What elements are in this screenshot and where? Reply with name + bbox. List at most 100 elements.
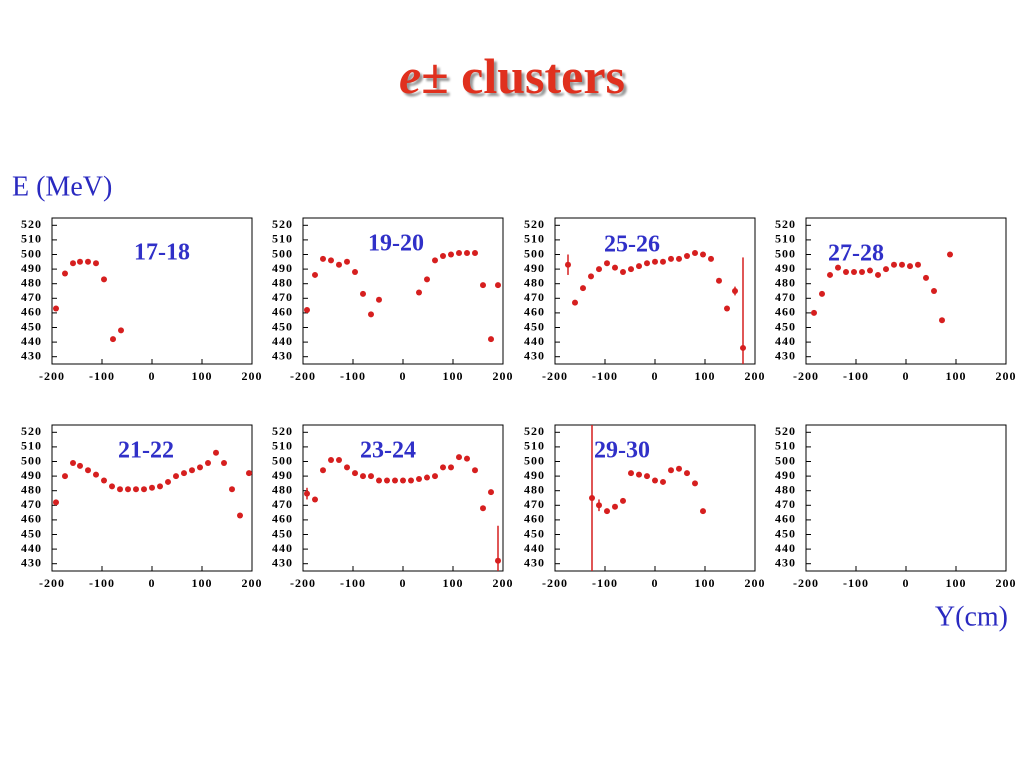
y-tick-label: 470 [21,497,42,511]
data-point [495,282,501,289]
data-point [125,486,131,493]
y-tick-label: 520 [272,424,293,438]
x-tick-label: -100 [843,369,869,383]
data-point [360,473,366,480]
data-point [189,467,195,474]
x-tick-label: 0 [149,576,156,590]
data-point [472,467,478,474]
panel-label: 23-24 [360,438,416,464]
data-point [149,484,155,491]
data-point [424,276,430,283]
y-tick-label: 490 [21,261,42,275]
data-point [360,290,366,297]
y-tick-label: 480 [775,482,796,496]
data-point [907,263,913,270]
y-tick-label: 480 [524,275,545,289]
data-point [843,269,849,276]
x-tick-label: 0 [903,576,910,590]
y-tick-label: 510 [524,439,545,453]
data-point [692,250,698,257]
x-tick-label: 200 [242,576,263,590]
y-axis-label: E (MeV) [12,171,112,202]
y-tick-label: 510 [272,439,293,453]
x-tick-label: 100 [443,576,464,590]
y-tick-label: 430 [775,555,796,569]
data-point [456,454,462,461]
data-point [604,508,610,515]
data-point [652,477,658,484]
data-point [668,467,674,474]
data-point [117,486,123,493]
data-point [416,476,422,483]
data-point [312,271,318,278]
x-tick-label: 0 [652,369,659,383]
y-tick-label: 520 [272,217,293,231]
data-point [133,486,139,493]
data-point [70,260,76,267]
x-tick-label: -200 [542,369,568,383]
data-point [141,486,147,493]
data-point [173,473,179,480]
data-point [875,271,881,278]
data-point [589,495,595,501]
data-point [416,289,422,296]
data-point [93,471,99,478]
data-point [700,508,706,515]
data-point [53,499,59,506]
y-tick-label: 450 [272,526,293,540]
y-tick-label: 480 [524,482,545,496]
y-tick-label: 440 [775,334,796,348]
y-tick-label: 510 [272,232,293,246]
data-point [740,344,746,351]
x-tick-label: -200 [793,576,819,590]
data-point [205,459,211,466]
y-tick-label: 510 [775,232,796,246]
y-tick-label: 470 [21,290,42,304]
y-tick-label: 520 [21,217,42,231]
data-point [376,296,382,303]
data-point [368,311,374,318]
data-point [636,263,642,270]
y-tick-label: 440 [272,541,293,555]
x-tick-label: -100 [340,369,366,383]
data-point [572,299,578,306]
data-point [495,557,501,564]
data-point [488,336,494,343]
y-tick-label: 480 [272,482,293,496]
data-point [157,483,163,490]
data-point [118,327,124,334]
y-tick-label: 500 [524,246,545,260]
data-point [923,274,929,281]
x-axis-label: Y(cm) [935,601,1008,632]
title-text: ± clusters [421,48,625,104]
data-point [488,489,494,496]
x-tick-label: 100 [192,576,213,590]
data-point [676,255,682,262]
data-point [320,467,326,474]
y-tick-label: 430 [775,348,796,362]
y-tick-label: 450 [21,526,42,540]
data-point [53,305,59,312]
y-tick-label: 460 [524,305,545,319]
data-point [165,478,171,485]
x-tick-label: -200 [39,369,65,383]
data-point [110,336,116,343]
data-point [312,496,318,503]
y-tick-label: 480 [272,275,293,289]
y-tick-label: 450 [775,319,796,333]
x-tick-label: 200 [493,576,514,590]
data-point [676,465,682,472]
y-tick-label: 430 [272,348,293,362]
y-tick-label: 440 [21,334,42,348]
x-tick-label: 100 [192,369,213,383]
data-point [432,473,438,480]
y-tick-label: 500 [524,453,545,467]
slide-title: e± clusters [399,48,625,104]
data-point [376,477,382,484]
panel-label: 27-28 [828,241,884,267]
x-tick-label: -100 [340,576,366,590]
data-point [448,464,454,471]
data-point [596,502,602,509]
data-point [835,264,841,271]
